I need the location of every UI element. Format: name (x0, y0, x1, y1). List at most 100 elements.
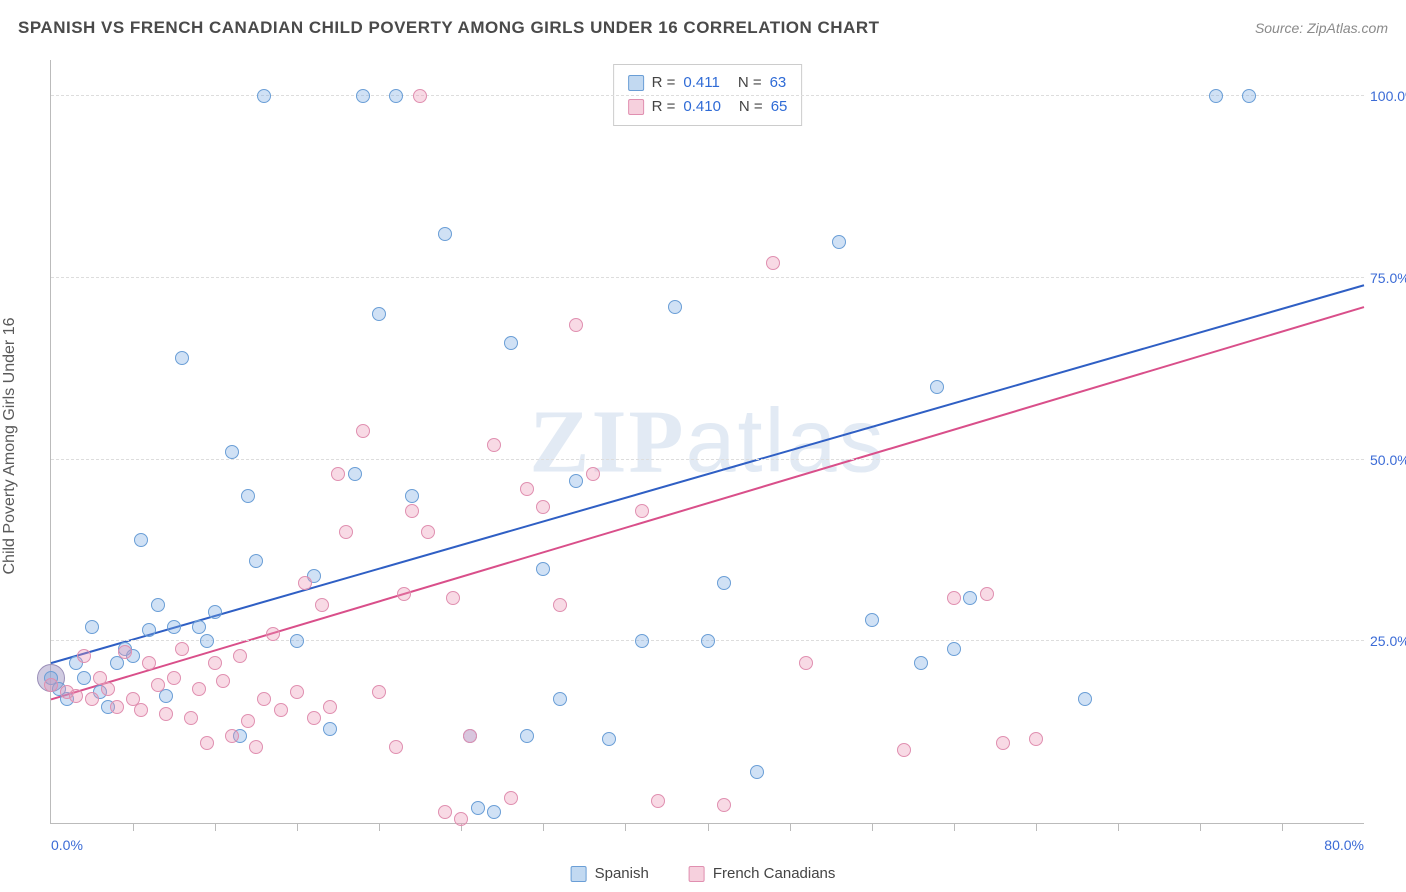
scatter-point (389, 89, 403, 103)
scatter-point (635, 634, 649, 648)
legend-item: French Canadians (689, 865, 836, 882)
scatter-point (504, 336, 518, 350)
chart-title: SPANISH VS FRENCH CANADIAN CHILD POVERTY… (18, 18, 880, 37)
scatter-point (241, 714, 255, 728)
scatter-point (290, 634, 304, 648)
scatter-point (85, 692, 99, 706)
scatter-point (536, 562, 550, 576)
scatter-point (142, 623, 156, 637)
stats-n-value: 63 (770, 71, 787, 95)
gridline (51, 95, 1364, 96)
scatter-point (520, 729, 534, 743)
scatter-point (225, 729, 239, 743)
scatter-point (635, 504, 649, 518)
x-tick (1282, 823, 1283, 831)
scatter-point (266, 627, 280, 641)
scatter-point (372, 307, 386, 321)
scatter-point (331, 467, 345, 481)
chart-root: SPANISH VS FRENCH CANADIAN CHILD POVERTY… (0, 0, 1406, 892)
scatter-point (471, 801, 485, 815)
scatter-point (438, 805, 452, 819)
y-tick-label: 25.0% (1370, 633, 1406, 649)
scatter-point (963, 591, 977, 605)
scatter-point (1242, 89, 1256, 103)
scatter-point (151, 678, 165, 692)
scatter-point (323, 722, 337, 736)
scatter-point (356, 89, 370, 103)
scatter-point (315, 598, 329, 612)
scatter-point (200, 736, 214, 750)
gridline (51, 459, 1364, 460)
x-tick (133, 823, 134, 831)
scatter-point (323, 700, 337, 714)
stats-r-value: 0.411 (683, 71, 719, 95)
scatter-point (405, 504, 419, 518)
plot-area: ZIPatlas R = 0.411N = 63R = 0.410N = 65 … (50, 60, 1364, 824)
legend-label: French Canadians (713, 865, 836, 882)
scatter-point (192, 620, 206, 634)
scatter-point (405, 489, 419, 503)
scatter-point (463, 729, 477, 743)
scatter-point (192, 682, 206, 696)
legend-label: Spanish (595, 865, 649, 882)
scatter-point (44, 678, 58, 692)
scatter-point (159, 707, 173, 721)
scatter-point (553, 692, 567, 706)
scatter-point (438, 227, 452, 241)
stats-n-label: N = (738, 71, 762, 95)
scatter-point (832, 235, 846, 249)
scatter-point (307, 711, 321, 725)
scatter-point (85, 620, 99, 634)
x-tick (790, 823, 791, 831)
scatter-point (118, 645, 132, 659)
scatter-point (865, 613, 879, 627)
scatter-point (142, 656, 156, 670)
scatter-point (233, 649, 247, 663)
x-tick-label: 0.0% (51, 837, 83, 853)
x-tick-label: 80.0% (1324, 837, 1364, 853)
x-tick (872, 823, 873, 831)
scatter-point (249, 554, 263, 568)
y-tick-label: 50.0% (1370, 452, 1406, 468)
scatter-point (348, 467, 362, 481)
scatter-point (257, 89, 271, 103)
scatter-point (184, 711, 198, 725)
scatter-point (947, 591, 961, 605)
scatter-point (241, 489, 255, 503)
trend-line (51, 285, 1364, 663)
scatter-point (69, 689, 83, 703)
scatter-point (413, 89, 427, 103)
stats-r-label: R = (652, 95, 676, 119)
scatter-point (101, 682, 115, 696)
scatter-point (586, 467, 600, 481)
scatter-point (602, 732, 616, 746)
scatter-point (175, 351, 189, 365)
stats-n-label: N = (739, 95, 763, 119)
x-tick (954, 823, 955, 831)
title-bar: SPANISH VS FRENCH CANADIAN CHILD POVERTY… (18, 18, 1388, 46)
x-tick (708, 823, 709, 831)
scatter-point (339, 525, 353, 539)
scatter-point (290, 685, 304, 699)
scatter-point (134, 533, 148, 547)
x-tick (379, 823, 380, 831)
scatter-point (569, 474, 583, 488)
scatter-point (487, 805, 501, 819)
gridline (51, 277, 1364, 278)
scatter-point (216, 674, 230, 688)
scatter-point (504, 791, 518, 805)
x-tick (1036, 823, 1037, 831)
scatter-point (930, 380, 944, 394)
scatter-point (356, 424, 370, 438)
stats-r-label: R = (652, 71, 676, 95)
x-tick (297, 823, 298, 831)
scatter-point (77, 649, 91, 663)
scatter-point (77, 671, 91, 685)
scatter-point (569, 318, 583, 332)
scatter-point (897, 743, 911, 757)
scatter-point (421, 525, 435, 539)
scatter-point (175, 642, 189, 656)
scatter-point (996, 736, 1010, 750)
x-tick (1200, 823, 1201, 831)
scatter-point (553, 598, 567, 612)
